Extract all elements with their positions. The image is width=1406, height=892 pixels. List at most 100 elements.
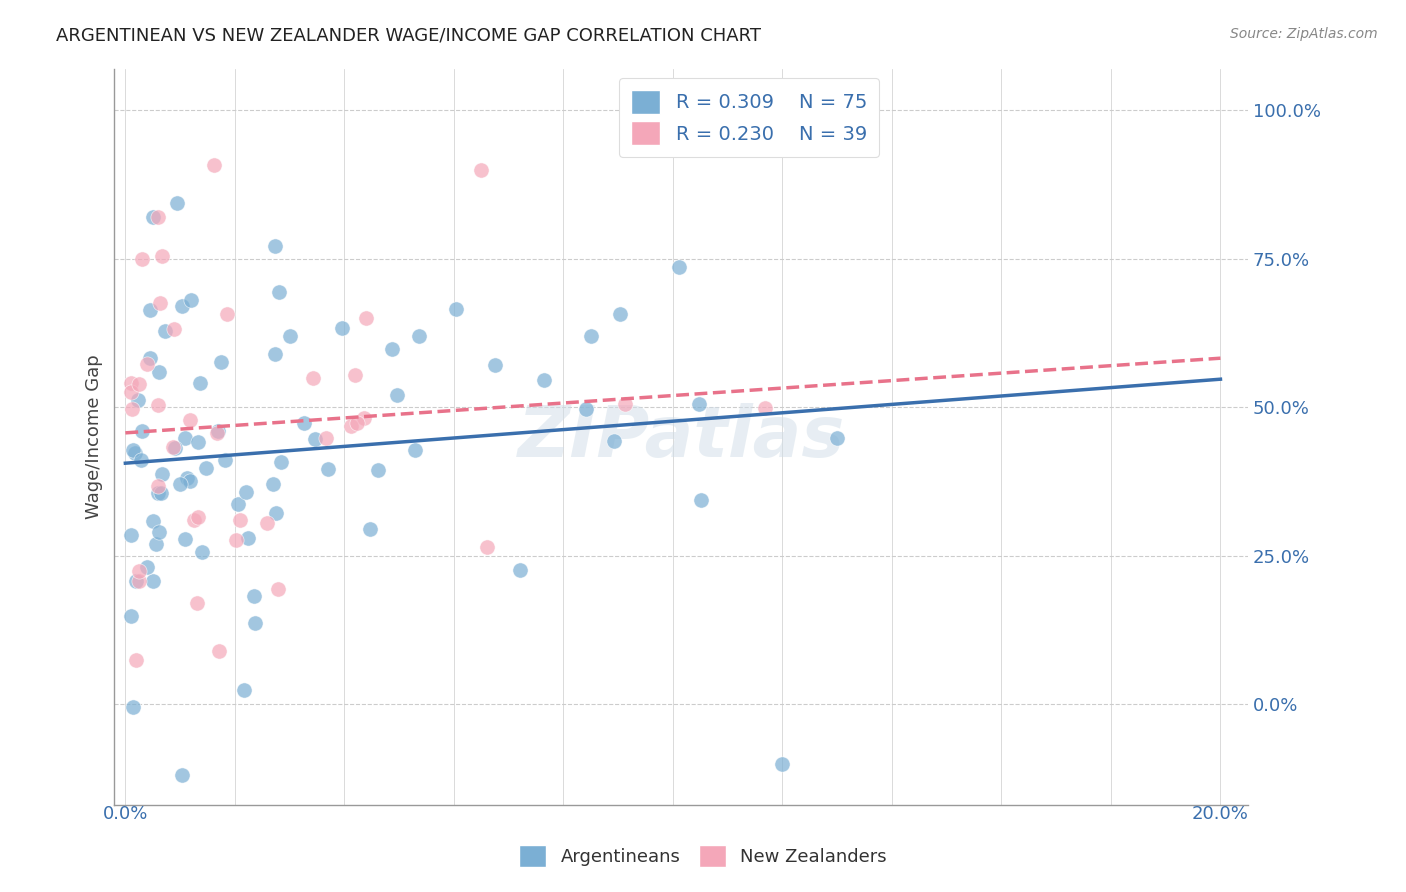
Point (689, 493, 711, 508)
Point (139, 351, 162, 365)
Text: ARGENTINEAN VS NEW ZEALANDER WAGE/INCOME GAP CORRELATION CHART: ARGENTINEAN VS NEW ZEALANDER WAGE/INCOME… (56, 27, 761, 45)
Point (124, 445, 146, 459)
Point (609, 307, 631, 321)
Point (367, 463, 389, 477)
Point (385, 388, 408, 402)
Point (142, 514, 165, 528)
Point (187, 435, 209, 450)
Point (315, 432, 337, 446)
Point (191, 544, 214, 558)
Point (226, 497, 249, 511)
Point (360, 522, 382, 536)
Point (183, 513, 205, 527)
Point (188, 376, 211, 390)
Point (149, 296, 172, 310)
Point (770, 756, 793, 771)
Point (176, 471, 198, 485)
Point (344, 368, 367, 382)
Point (142, 210, 165, 224)
Point (128, 574, 150, 588)
Point (613, 396, 636, 410)
Point (316, 461, 339, 475)
Point (172, 768, 194, 782)
Point (120, 376, 142, 390)
Point (128, 564, 150, 578)
Point (179, 413, 201, 427)
Point (264, 239, 287, 253)
Point (267, 285, 290, 299)
Point (121, 402, 143, 417)
Point (142, 574, 165, 588)
Text: Source: ZipAtlas.com: Source: ZipAtlas.com (1230, 27, 1378, 41)
Point (266, 506, 288, 520)
Text: ZIPatlas: ZIPatlas (517, 402, 845, 472)
Point (754, 401, 776, 415)
Point (122, 700, 145, 714)
Point (208, 644, 231, 658)
Point (484, 358, 506, 372)
Point (186, 596, 208, 610)
Point (228, 513, 250, 527)
Point (346, 416, 368, 430)
Point (256, 516, 278, 530)
Point (120, 528, 142, 542)
Point (262, 477, 284, 491)
Point (174, 532, 197, 546)
Point (225, 533, 247, 548)
Y-axis label: Wage/Income Gap: Wage/Income Gap (86, 355, 103, 519)
Point (304, 433, 326, 447)
Point (153, 324, 176, 338)
Point (202, 158, 225, 172)
Point (169, 477, 191, 491)
Point (245, 616, 267, 631)
Point (470, 162, 492, 177)
Point (195, 460, 218, 475)
Legend: Argentineans, New Zealanders: Argentineans, New Zealanders (512, 838, 894, 874)
Point (131, 424, 153, 438)
Point (477, 540, 499, 554)
Point (533, 373, 555, 387)
Point (163, 441, 186, 455)
Point (120, 385, 142, 400)
Point (264, 347, 287, 361)
Point (408, 329, 430, 343)
Legend: R = 0.309    N = 75, R = 0.230    N = 39: R = 0.309 N = 75, R = 0.230 N = 39 (620, 78, 879, 157)
Point (209, 355, 232, 369)
Point (150, 467, 173, 481)
Point (267, 582, 290, 596)
Point (146, 398, 169, 412)
Point (150, 249, 173, 263)
Point (166, 195, 188, 210)
Point (575, 401, 598, 416)
Point (125, 574, 148, 588)
Point (148, 486, 170, 500)
Text: 0.0%: 0.0% (103, 805, 148, 823)
Point (217, 307, 239, 321)
Point (174, 431, 197, 445)
Point (163, 321, 186, 335)
Point (162, 440, 184, 454)
Point (148, 210, 170, 224)
Point (139, 303, 162, 318)
Point (236, 531, 259, 545)
Point (146, 479, 169, 493)
Point (148, 525, 170, 540)
Point (827, 431, 849, 445)
Point (668, 260, 690, 274)
Point (243, 589, 266, 603)
Point (235, 485, 257, 500)
Point (270, 455, 292, 469)
Point (330, 321, 353, 335)
Point (444, 302, 467, 317)
Point (205, 425, 228, 440)
Point (122, 443, 145, 458)
Point (170, 299, 193, 313)
Point (150, 485, 173, 500)
Point (148, 365, 170, 379)
Point (135, 559, 157, 574)
Point (125, 653, 148, 667)
Point (207, 424, 229, 438)
Point (233, 683, 256, 698)
Point (603, 434, 626, 449)
Point (302, 371, 325, 385)
